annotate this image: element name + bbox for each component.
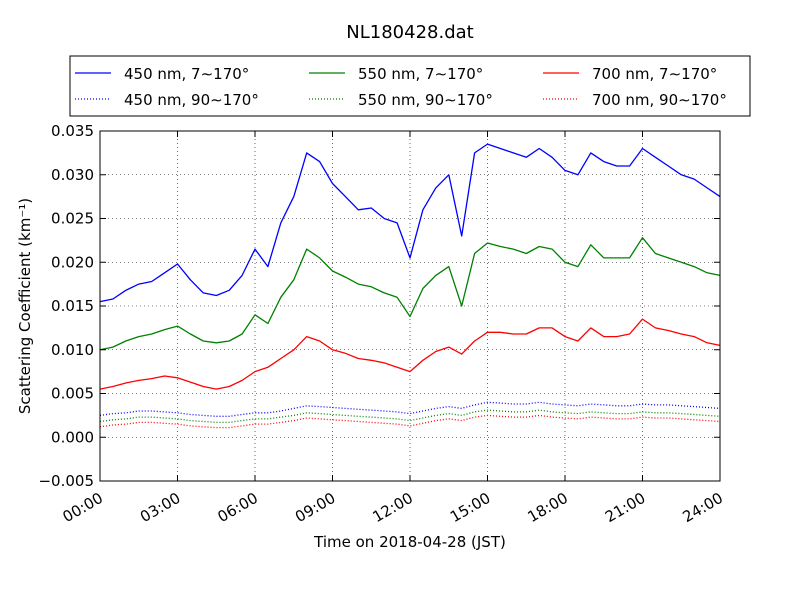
x-tick-label: 06:00: [215, 489, 261, 526]
series-line-2: [99, 401, 721, 417]
y-axis-label: Scattering Coefficient (km⁻¹): [16, 198, 34, 414]
y-tick-label: 0.035: [51, 122, 94, 140]
series-line-5: [99, 318, 721, 390]
legend-label-6: 700 nm, 90∼170°: [592, 91, 727, 109]
legend-label-4: 550 nm, 90∼170°: [358, 91, 493, 109]
series-group: [99, 143, 721, 429]
y-tick-label: −0.005: [38, 472, 94, 490]
legend-label-1: 450 nm, 7∼170°: [124, 65, 249, 83]
x-tick-label: 15:00: [447, 489, 493, 526]
legend-label-5: 700 nm, 7∼170°: [592, 65, 717, 83]
y-tick-label: 0.015: [51, 297, 94, 315]
legend-box: [69, 55, 751, 117]
axis-ticks: 00:00 03:00 06:00 09:00 12:00 15:00 18:00 21:00…: [38, 122, 726, 526]
legend-label-2: 450 nm, 90∼170°: [124, 91, 259, 109]
y-tick-label: 0.020: [51, 253, 94, 271]
x-tick-label: 18:00: [525, 489, 571, 526]
series-line-3: [99, 237, 721, 351]
x-tick-label: 03:00: [137, 489, 183, 526]
x-tick-label: 00:00: [60, 489, 106, 526]
y-tick-label: 0.030: [51, 166, 94, 184]
grid: [100, 131, 720, 481]
series-line-1: [99, 143, 721, 303]
series-line-6: [99, 414, 721, 429]
y-tick-label: 0.010: [51, 341, 94, 359]
y-tick-label: 0.025: [51, 210, 94, 228]
y-tick-label: 0.005: [51, 385, 94, 403]
x-axis-label: Time on 2018-04-28 (JST): [313, 533, 506, 551]
y-tick-label: 0.000: [51, 428, 94, 446]
chart-title: NL180428.dat: [346, 22, 473, 43]
x-tick-label: 12:00: [370, 489, 416, 526]
x-tick-label: 24:00: [680, 489, 726, 526]
x-tick-label: 09:00: [292, 489, 338, 526]
legend-label-3: 550 nm, 7∼170°: [358, 65, 483, 83]
x-tick-label: 21:00: [602, 489, 648, 526]
legend: 450 nm, 7∼170° 450 nm, 90∼170° 550 nm, 7∼1…: [69, 55, 751, 117]
